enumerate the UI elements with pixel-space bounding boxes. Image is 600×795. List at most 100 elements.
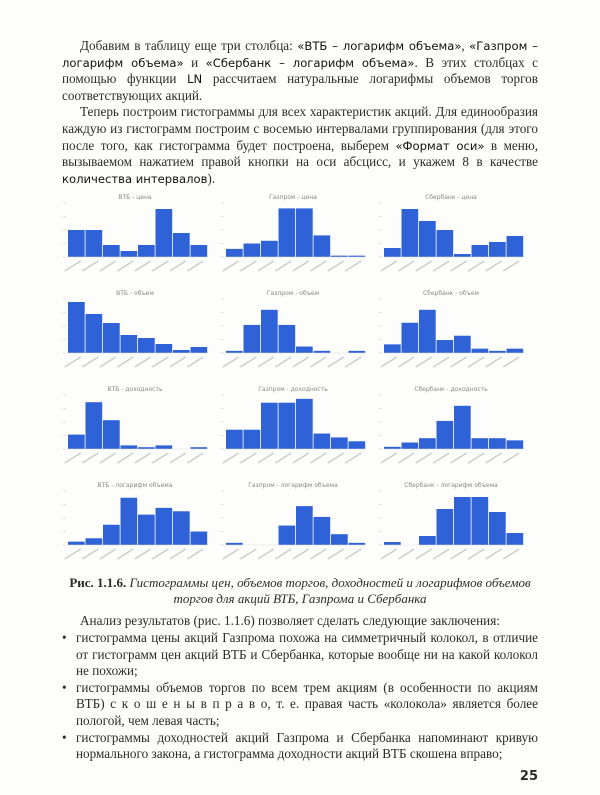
figure-caption: Рис. 1.1.6. Гистограммы цен, объемов тор… xyxy=(62,575,538,607)
term: «Сбербанк – логарифм объема» xyxy=(205,55,415,70)
list-item: гистограммы доходностей акций Газпрома и… xyxy=(62,730,538,763)
x-tick-label xyxy=(450,548,468,560)
x-tick-label xyxy=(81,356,99,368)
histogram-bar xyxy=(261,241,278,258)
text: ). xyxy=(207,170,216,186)
histogram-chart: ВТБ - доходность xyxy=(58,383,213,477)
x-tick-label xyxy=(134,356,152,368)
chart-title: Сбербанк - логарифм объема xyxy=(404,482,498,489)
histogram-bar xyxy=(348,441,366,450)
x-tick-label xyxy=(309,452,327,464)
histogram-bar xyxy=(261,310,278,354)
x-tick-label xyxy=(344,260,362,272)
x-tick-label xyxy=(116,356,134,368)
x-tick-label xyxy=(169,452,187,464)
analysis-intro: Анализ результатов (рис. 1.1.6) позволяе… xyxy=(80,613,500,629)
histogram-bar xyxy=(103,323,120,354)
chart-title: Сбербанк - цена xyxy=(425,194,477,201)
x-tick-label xyxy=(380,356,398,368)
x-tick-label xyxy=(344,548,362,560)
x-tick-label xyxy=(327,452,345,464)
histogram-bar xyxy=(296,346,313,354)
x-tick-label xyxy=(257,452,275,464)
text: Добавим в таблицу еще три столбца: xyxy=(80,38,298,53)
text: , xyxy=(461,38,470,53)
x-tick-label xyxy=(450,260,468,272)
x-tick-label xyxy=(309,356,327,368)
histogram-bar xyxy=(103,245,120,258)
x-tick-label xyxy=(292,260,310,272)
x-tick-label xyxy=(502,260,520,272)
x-tick-label xyxy=(380,260,398,272)
histogram-bar xyxy=(155,344,173,354)
x-tick-label xyxy=(134,548,152,560)
histogram-bar xyxy=(261,403,278,450)
x-tick-label xyxy=(116,452,134,464)
x-tick-label xyxy=(397,260,415,272)
histogram-bar xyxy=(454,336,471,354)
histogram-bar xyxy=(348,255,366,258)
x-tick-label xyxy=(380,452,398,464)
histogram-bar xyxy=(436,509,454,546)
x-tick-label xyxy=(292,452,310,464)
histogram-chart: Сбербанк - логарифм объема xyxy=(374,479,529,573)
histogram-bar xyxy=(243,430,261,450)
x-tick-label xyxy=(222,452,240,464)
histogram-bar xyxy=(489,512,506,546)
histogram-bar xyxy=(155,445,173,450)
x-tick-label xyxy=(151,548,169,560)
x-tick-label xyxy=(432,452,450,464)
x-tick-label xyxy=(99,356,117,368)
text: . В этих столбцах с помощью функции xyxy=(62,54,538,87)
text: и xyxy=(183,54,206,70)
histogram-bar xyxy=(243,325,261,354)
x-tick-label xyxy=(309,260,327,272)
term: «ВТБ – логарифм объема» xyxy=(297,39,462,53)
x-tick-label xyxy=(467,548,485,560)
x-tick-label xyxy=(450,356,468,368)
histogram-bar xyxy=(471,438,489,450)
caption-label: Рис. 1.1.6. xyxy=(69,575,127,591)
chart-title: Газпром - логарифм объема xyxy=(248,482,338,489)
histogram-chart: Газпром - цена xyxy=(216,191,371,285)
histogram-chart: Сбербанк - объем xyxy=(374,287,529,381)
text: Теперь построим гистограммы для всех хар… xyxy=(62,104,538,153)
x-tick-label xyxy=(116,260,134,272)
histogram-bar xyxy=(120,335,138,354)
histogram-bar xyxy=(138,447,155,450)
x-tick-label xyxy=(239,356,257,368)
histogram-bar xyxy=(489,242,506,258)
chart-title: ВТБ - логарифм объема xyxy=(98,482,173,489)
histogram-bar xyxy=(506,533,524,546)
x-tick-label xyxy=(450,452,468,464)
list-item: гистограмма цены акций Газпрома похожа н… xyxy=(62,630,538,680)
x-tick-label xyxy=(485,356,503,368)
x-tick-label xyxy=(502,452,520,464)
x-tick-label xyxy=(239,260,257,272)
x-tick-label xyxy=(415,548,433,560)
x-tick-label xyxy=(186,452,204,464)
chart-title: ВТБ - объем xyxy=(116,290,154,297)
histogram-bar xyxy=(348,543,366,546)
term: LN xyxy=(187,72,203,87)
x-tick-label xyxy=(485,548,503,560)
histogram-bar xyxy=(454,497,471,546)
histogram-bar xyxy=(506,440,524,450)
x-tick-label xyxy=(64,356,82,368)
x-tick-label xyxy=(99,452,117,464)
caption-text: Гистограммы цен, объемов торгов, доходно… xyxy=(126,575,531,607)
histogram-bar xyxy=(506,236,524,258)
histogram-chart: ВТБ - объем xyxy=(58,287,213,381)
x-tick-label xyxy=(169,356,187,368)
x-tick-label xyxy=(151,356,169,368)
histogram-bar xyxy=(138,245,155,258)
x-tick-label xyxy=(380,548,398,560)
histogram-bar xyxy=(120,498,138,546)
x-tick-label xyxy=(415,356,433,368)
histogram-chart: Сбербанк - доходность xyxy=(374,383,529,477)
histogram-bar xyxy=(278,208,296,258)
histogram-bar xyxy=(226,543,243,546)
histogram-bar xyxy=(436,230,454,258)
histogram-bar xyxy=(313,433,331,450)
